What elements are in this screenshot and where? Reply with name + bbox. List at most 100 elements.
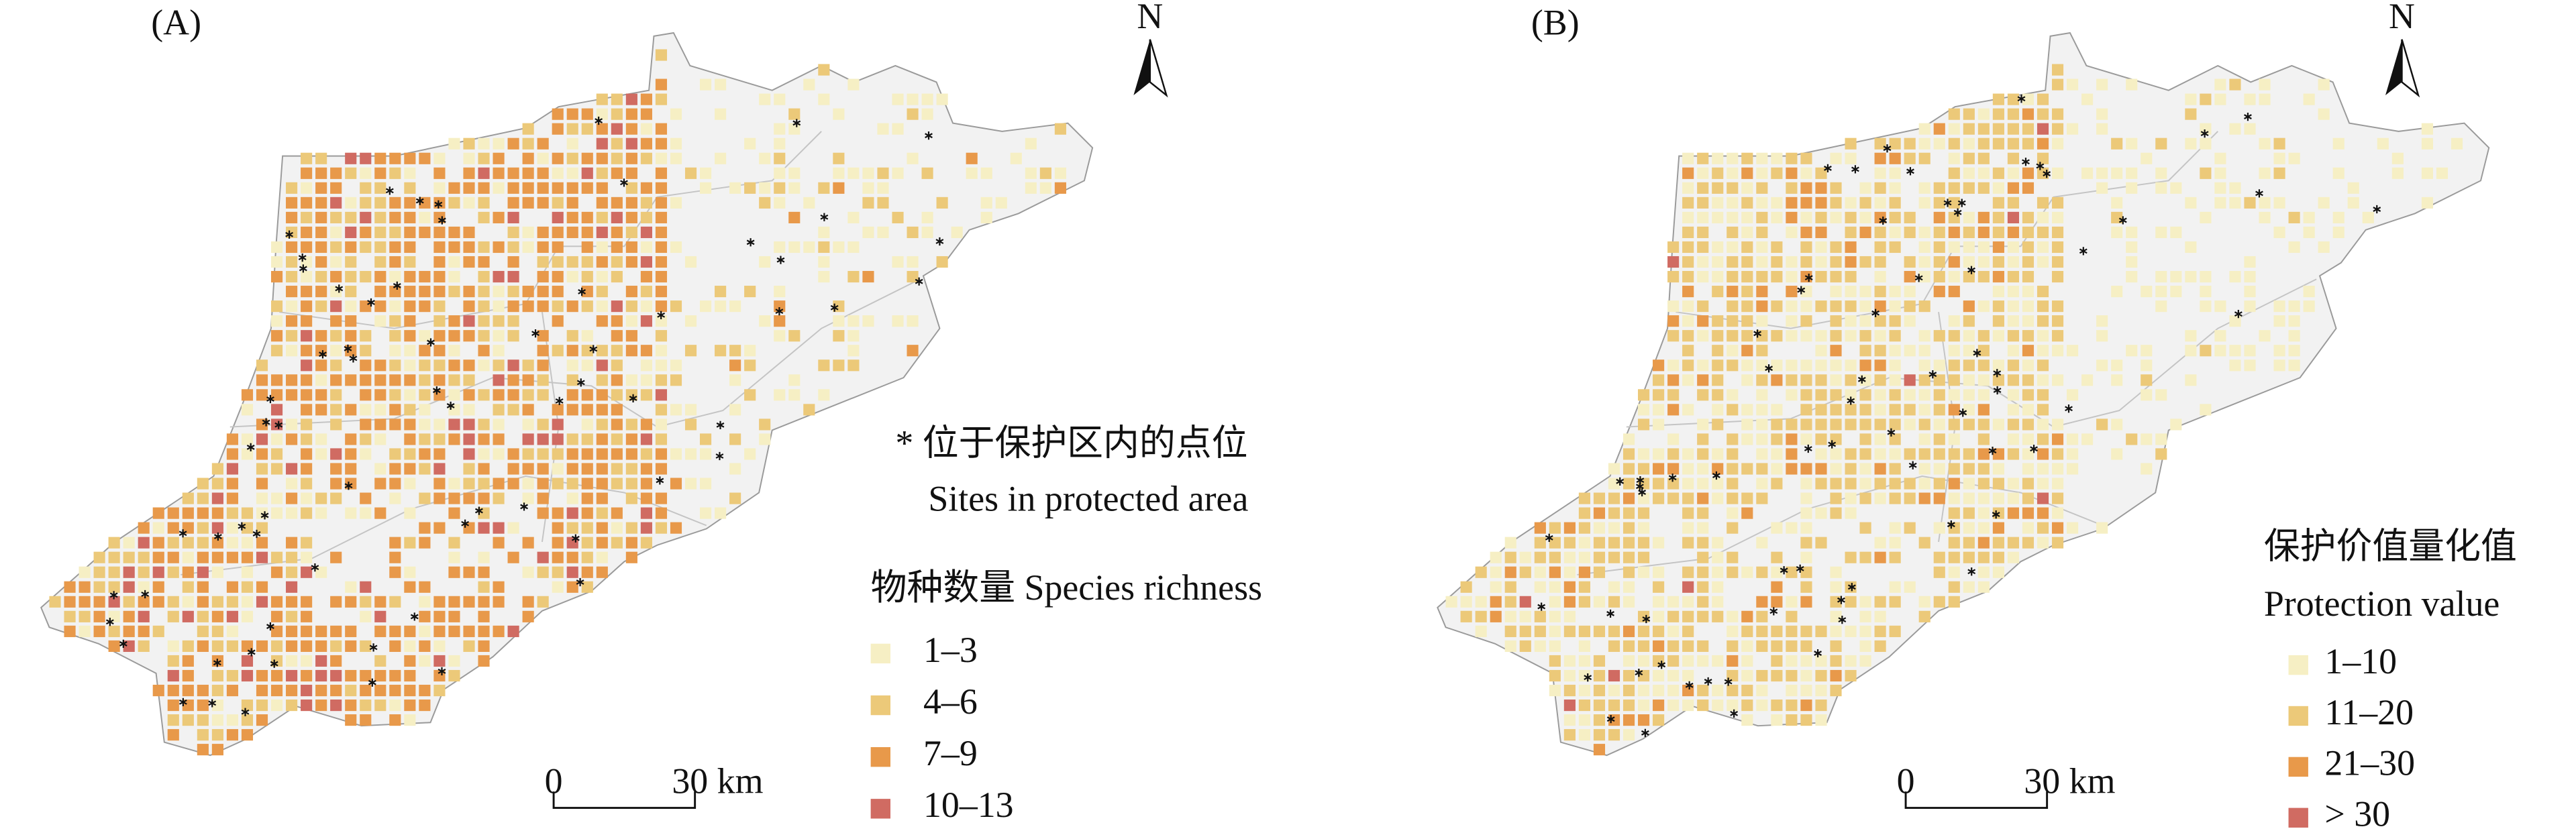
grid-cell: [1771, 596, 1783, 608]
grid-cell: [1845, 655, 1857, 667]
grid-cell: [2185, 345, 2197, 357]
grid-cell: [315, 197, 327, 209]
grid-cell: [2037, 137, 2049, 150]
grid-cell: [2037, 463, 2049, 475]
grid-cell: [1830, 286, 1842, 298]
grid-cell: [2244, 93, 2256, 105]
grid-cell: [1933, 419, 1945, 431]
grid-cell: [1845, 197, 1857, 209]
grid-cell: [1933, 478, 1945, 490]
grid-cell: [892, 93, 904, 105]
grid-cell: [2421, 123, 2433, 135]
grid-cell: [108, 610, 120, 622]
grid-cell: [360, 330, 372, 342]
grid-cell: [463, 625, 475, 637]
grid-cell: [774, 182, 786, 194]
protected-site: [1906, 167, 1914, 176]
grid-cell: [433, 610, 446, 622]
grid-cell: [1948, 152, 1960, 164]
grid-cell: [552, 226, 564, 239]
grid-cell: [1933, 551, 1945, 563]
grid-cell: [1830, 330, 1842, 342]
grid-cell: [581, 286, 593, 298]
grid-cell: [2022, 123, 2034, 135]
grid-cell: [1756, 256, 1768, 268]
grid-cell: [463, 330, 475, 342]
grid-cell: [655, 211, 668, 223]
grid-cell: [1948, 330, 1960, 342]
grid-cell: [270, 330, 283, 342]
grid-cell: [892, 315, 904, 327]
grid-cell: [1771, 167, 1783, 179]
grid-cell: [2022, 330, 2034, 342]
grid-cell: [2007, 256, 2020, 268]
grid-cell: [774, 330, 786, 342]
grid-cell: [315, 226, 327, 239]
grid-cell: [1534, 640, 1546, 653]
grid-cell: [1771, 463, 1783, 475]
grid-cell: [1608, 522, 1620, 534]
grid-cell: [625, 492, 637, 504]
grid-cell: [211, 729, 223, 741]
grid-cell: [715, 300, 727, 313]
grid-cell: [211, 684, 223, 697]
grid-cell: [152, 507, 164, 519]
grid-cell: [433, 167, 446, 179]
grid-cell: [1727, 197, 1739, 209]
grid-cell: [1741, 655, 1753, 667]
grid-cell: [596, 211, 608, 223]
grid-cell: [330, 463, 342, 475]
grid-cell: [1622, 478, 1635, 490]
grid-cell: [522, 537, 534, 549]
grid-cell: [1682, 197, 1694, 209]
grid-cell: [788, 330, 801, 342]
grid-cell: [2007, 152, 2020, 164]
grid-cell: [1992, 256, 2004, 268]
grid-cell: [759, 182, 771, 194]
grid-cell: [907, 256, 919, 268]
grid-cell: [478, 256, 490, 268]
grid-cell: [1800, 478, 1812, 490]
grid-cell: [2037, 389, 2049, 401]
grid-cell: [537, 478, 549, 490]
grid-cell: [330, 374, 342, 386]
grid-cell: [1622, 729, 1635, 741]
grid-cell: [1475, 625, 1487, 637]
grid-cell: [1741, 152, 1753, 164]
grid-cell: [2096, 330, 2108, 342]
protected-site: [1908, 461, 1917, 469]
grid-cell: [2273, 152, 2285, 164]
grid-cell: [270, 345, 283, 357]
grid-cell: [2022, 286, 2034, 298]
grid-cell: [419, 389, 431, 401]
grid-cell: [1490, 596, 1502, 608]
grid-cell: [2051, 463, 2064, 475]
grid-cell: [2007, 419, 2020, 431]
grid-cell: [566, 522, 578, 534]
grid-cell: [1637, 551, 1650, 563]
grid-cell: [433, 625, 446, 637]
grid-cell: [1697, 167, 1709, 179]
grid-cell: [2200, 270, 2212, 283]
grid-cell: [211, 566, 223, 578]
grid-cell: [433, 359, 446, 372]
protected-site: [520, 502, 528, 511]
grid-cell: [611, 197, 623, 209]
grid-cell: [1549, 655, 1561, 667]
grid-cell: [1786, 566, 1798, 578]
grid-cell: [522, 566, 534, 578]
grid-cell: [729, 359, 741, 372]
grid-cell: [493, 330, 505, 342]
grid-cell: [256, 700, 268, 712]
grid-cell: [1563, 625, 1576, 637]
protected-site: [935, 237, 944, 246]
legend-swatch: [2288, 808, 2308, 828]
grid-cell: [404, 419, 416, 431]
grid-cell: [2214, 93, 2226, 105]
grid-cell: [1904, 300, 1916, 313]
grid-cell: [2022, 374, 2034, 386]
grid-cell: [655, 300, 668, 313]
grid-cell: [1859, 596, 1871, 608]
grid-cell: [123, 610, 135, 622]
grid-cell: [1578, 537, 1590, 549]
